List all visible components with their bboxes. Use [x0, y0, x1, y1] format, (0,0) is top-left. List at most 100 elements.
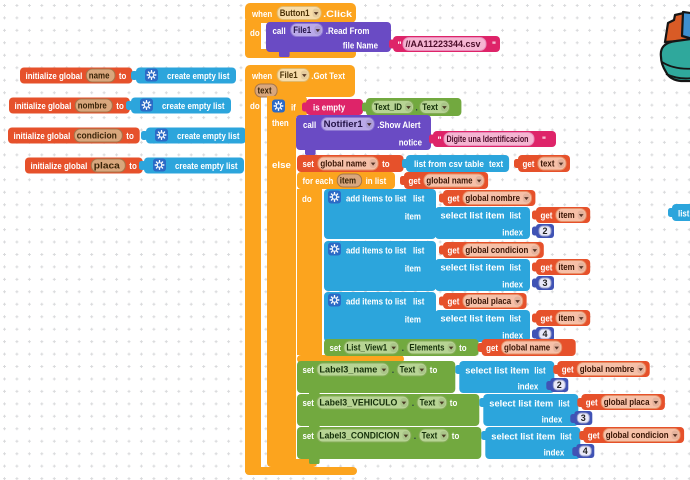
svg-text:": ": [438, 135, 442, 145]
svg-text:.Show Alert: .Show Alert: [377, 120, 420, 130]
svg-text:4: 4: [543, 329, 548, 339]
svg-text:index: index: [502, 331, 523, 341]
svg-text:index: index: [518, 382, 539, 392]
svg-text:Text: Text: [422, 102, 438, 112]
svg-text:get: get: [409, 176, 421, 186]
svg-text:get: get: [448, 245, 460, 255]
svg-text:create empty list: create empty list: [175, 161, 238, 171]
svg-text:do: do: [250, 28, 260, 38]
svg-text:File1: File1: [280, 70, 298, 80]
svg-text:2: 2: [543, 226, 548, 236]
svg-text:global condicion: global condicion: [465, 245, 528, 255]
svg-text:Elements: Elements: [409, 342, 444, 352]
svg-text:2: 2: [557, 380, 562, 390]
svg-text:item: item: [405, 315, 421, 325]
svg-text:global placa: global placa: [604, 397, 651, 407]
svg-text:add items to list: add items to list: [346, 246, 406, 256]
svg-text:create empty list: create empty list: [177, 131, 240, 141]
svg-text:": ": [492, 40, 496, 50]
svg-text:if: if: [291, 103, 297, 113]
svg-text:.: .: [402, 343, 404, 353]
svg-text:create empty list: create empty list: [162, 101, 225, 111]
svg-text:3: 3: [581, 413, 586, 423]
svg-text:global name: global name: [426, 175, 472, 185]
svg-text:initialize global: initialize global: [15, 101, 72, 111]
svg-text:to: to: [116, 101, 124, 111]
svg-text:Label3_CONDICION: Label3_CONDICION: [319, 430, 399, 440]
svg-text:to: to: [129, 161, 137, 171]
svg-text:else: else: [272, 160, 291, 170]
svg-text:get: get: [486, 343, 498, 353]
svg-text:add items to list: add items to list: [346, 194, 406, 204]
svg-text:Button1: Button1: [280, 8, 310, 18]
svg-text:select list item: select list item: [491, 432, 555, 442]
svg-text:File1: File1: [293, 25, 311, 35]
svg-text:.Read From: .Read From: [326, 26, 370, 36]
svg-text:get: get: [586, 397, 598, 407]
svg-text:to: to: [382, 159, 390, 169]
svg-text:to: to: [126, 131, 134, 141]
svg-text:list from csv table: list from csv table: [414, 159, 484, 169]
svg-text:select list item: select list item: [441, 262, 505, 272]
svg-text:when: when: [251, 9, 272, 19]
svg-text:when: when: [251, 71, 272, 81]
svg-text:Text_ID: Text_ID: [374, 102, 402, 112]
svg-text:initialize global: initialize global: [14, 131, 71, 141]
svg-text:get: get: [588, 430, 600, 440]
svg-text:Notifier1: Notifier1: [324, 119, 363, 129]
svg-text:item: item: [558, 313, 574, 323]
svg-text:to: to: [452, 431, 460, 441]
svg-text:item: item: [558, 262, 574, 272]
svg-text:call: call: [273, 26, 286, 36]
svg-text://AA11223344.csv: //AA11223344.csv: [406, 39, 481, 49]
svg-text:global name: global name: [504, 342, 550, 352]
svg-text:text: text: [540, 158, 554, 168]
svg-text:list: list: [510, 210, 521, 220]
svg-text:select list item: select list item: [489, 399, 553, 409]
svg-text:call: call: [303, 120, 316, 130]
svg-text:index: index: [542, 415, 563, 425]
svg-text:to: to: [430, 365, 438, 375]
svg-text:global placa: global placa: [465, 296, 512, 306]
svg-text:set: set: [303, 365, 314, 375]
svg-text:to: to: [450, 398, 458, 408]
svg-text:index: index: [502, 280, 523, 290]
svg-text:global nombre: global nombre: [580, 364, 635, 374]
svg-text:global nombre: global nombre: [465, 193, 520, 203]
svg-text:initialize global: initialize global: [26, 71, 83, 81]
svg-text:list: list: [560, 432, 571, 442]
svg-text:to: to: [459, 343, 467, 353]
svg-text:then: then: [272, 118, 289, 128]
svg-text:in list: in list: [366, 176, 387, 186]
svg-text:": ": [542, 135, 546, 145]
svg-text:4: 4: [583, 446, 588, 456]
svg-text:get: get: [541, 313, 553, 323]
svg-text:index: index: [502, 228, 523, 238]
svg-text:.Click: .Click: [323, 9, 353, 19]
svg-text:to: to: [119, 71, 127, 81]
svg-text:select list item: select list item: [441, 210, 505, 220]
svg-text:set: set: [303, 159, 314, 169]
svg-text:get: get: [448, 193, 460, 203]
svg-text:create empty list: create empty list: [167, 71, 230, 81]
svg-text:get: get: [541, 262, 553, 272]
svg-text:set: set: [330, 343, 341, 353]
svg-text:3: 3: [543, 278, 548, 288]
svg-text:get: get: [562, 364, 574, 374]
svg-text:text: text: [489, 159, 503, 169]
svg-text:get: get: [448, 296, 460, 306]
svg-text:Digite una Identificacion: Digite una Identificacion: [447, 134, 529, 144]
svg-text:do: do: [302, 194, 312, 204]
svg-text:Label3_VEHICULO: Label3_VEHICULO: [319, 397, 397, 407]
svg-text:select list item: select list item: [465, 366, 529, 376]
svg-text:set: set: [303, 431, 314, 441]
svg-text:placa: placa: [94, 160, 121, 170]
svg-text:list: list: [558, 399, 569, 409]
svg-text:do: do: [250, 101, 260, 111]
svg-text:global name: global name: [320, 158, 366, 168]
svg-text:List_View1: List_View1: [346, 342, 387, 352]
svg-text:item: item: [340, 175, 356, 185]
svg-text:item: item: [558, 210, 574, 220]
svg-text:": ": [398, 40, 402, 50]
svg-text:.Got Text: .Got Text: [311, 71, 345, 81]
